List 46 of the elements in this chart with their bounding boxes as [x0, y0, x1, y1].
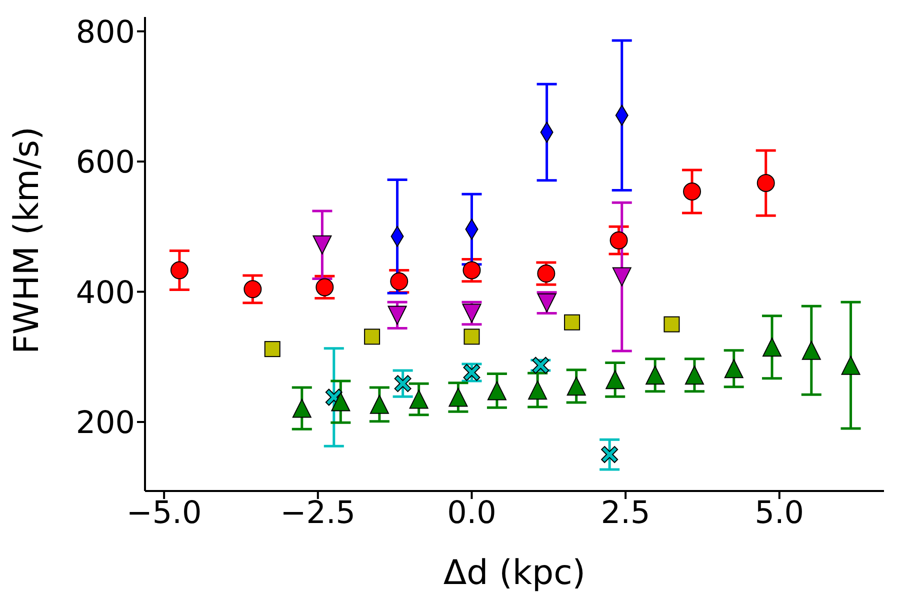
point	[537, 264, 556, 283]
y-tick-label: 200	[76, 404, 135, 441]
point	[487, 381, 506, 400]
point	[841, 356, 860, 375]
point	[646, 366, 665, 385]
point	[462, 261, 481, 280]
point	[316, 278, 334, 296]
x-tick-label: −2.5	[280, 495, 356, 532]
x-tick-label: 0.0	[447, 495, 496, 532]
point	[464, 328, 480, 345]
y-tick-label: 800	[76, 14, 135, 50]
point	[170, 261, 188, 280]
point	[292, 398, 312, 418]
y-tick-label: 600	[76, 144, 135, 181]
point	[409, 390, 428, 409]
x-tick-label: −5.0	[126, 495, 202, 532]
point	[564, 314, 580, 330]
point	[756, 174, 775, 192]
point	[610, 231, 628, 250]
y-axis-title: FWHM (km/s)	[7, 126, 48, 354]
point	[388, 306, 407, 325]
point	[601, 446, 618, 464]
point	[724, 359, 744, 378]
x-tick-label: 5.0	[754, 495, 804, 532]
point	[683, 182, 702, 200]
point	[664, 316, 680, 332]
point	[762, 338, 782, 357]
point	[802, 340, 821, 360]
y-tick-label: 400	[76, 274, 135, 311]
x-axis-title: Δd (kpc)	[443, 553, 586, 593]
x-tick-label: 2.5	[600, 495, 650, 532]
point	[612, 267, 632, 286]
point	[528, 380, 548, 400]
point	[448, 388, 468, 407]
point	[364, 328, 380, 345]
point	[566, 376, 586, 396]
point	[606, 370, 625, 390]
point	[370, 394, 389, 414]
point	[244, 280, 262, 298]
point	[394, 375, 412, 392]
point	[532, 356, 550, 374]
point	[684, 366, 704, 385]
point	[331, 392, 350, 412]
point	[312, 235, 332, 254]
point	[264, 341, 280, 358]
point	[390, 272, 408, 290]
